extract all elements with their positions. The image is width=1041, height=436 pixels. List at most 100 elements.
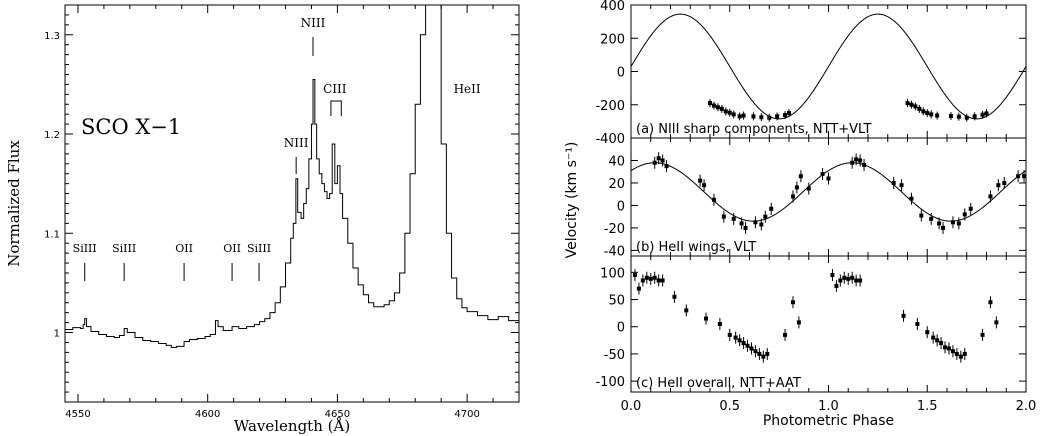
data-point xyxy=(763,214,768,219)
data-point xyxy=(854,157,859,162)
data-point xyxy=(850,275,855,280)
data-point xyxy=(946,346,951,351)
line-id-label: SiIII xyxy=(247,242,271,255)
data-point xyxy=(719,106,724,111)
data-point xyxy=(790,300,795,305)
data-point xyxy=(994,320,999,325)
data-point xyxy=(648,276,653,281)
x-tick-label: 4650 xyxy=(325,409,350,420)
x-tick-label: 4600 xyxy=(195,409,220,420)
data-point xyxy=(741,341,746,346)
data-point xyxy=(737,338,742,343)
line-id-label: NIII xyxy=(301,16,326,30)
data-point xyxy=(929,112,934,117)
line-id-label: SiIII xyxy=(112,242,136,255)
line-id-label: HeII xyxy=(454,82,481,96)
data-point xyxy=(731,216,736,221)
line-id-label: NIII xyxy=(284,136,309,150)
data-point xyxy=(794,185,799,190)
data-point xyxy=(838,278,843,283)
data-point xyxy=(775,114,780,119)
data-point xyxy=(1016,174,1021,179)
x-tick-label: 2.0 xyxy=(1016,399,1037,414)
data-point xyxy=(664,164,669,169)
y-tick-label: 50 xyxy=(608,294,625,309)
data-point xyxy=(962,212,967,217)
data-point xyxy=(644,275,649,280)
data-point xyxy=(964,115,969,120)
model-curve xyxy=(631,13,1026,120)
data-point xyxy=(834,283,839,288)
y-axis-label: Velocity (km s⁻¹) xyxy=(564,142,580,259)
y-tick-label: 0 xyxy=(617,321,625,336)
data-point xyxy=(672,294,677,299)
data-point xyxy=(723,109,728,114)
data-point xyxy=(962,351,967,356)
data-point xyxy=(941,225,946,230)
data-point xyxy=(704,316,709,321)
data-point xyxy=(652,160,657,165)
model-curve xyxy=(631,162,1026,222)
data-point xyxy=(660,278,665,283)
data-point xyxy=(858,158,863,163)
data-point xyxy=(901,313,906,318)
x-axis-label: Photometric Phase xyxy=(763,413,894,429)
ciii-bracket xyxy=(330,100,342,116)
data-point xyxy=(783,113,788,118)
y-tick-label: 1.3 xyxy=(44,31,60,42)
y-tick-label: 200 xyxy=(600,32,625,47)
data-point xyxy=(656,156,661,161)
line-id-label: CIII xyxy=(323,82,347,96)
y-tick-label: -20 xyxy=(604,222,625,237)
data-point xyxy=(899,183,904,188)
data-point xyxy=(727,332,732,337)
data-point xyxy=(656,278,661,283)
panel-frame xyxy=(630,255,1027,393)
data-point xyxy=(751,114,756,119)
y-tick-label: 1.2 xyxy=(44,130,60,141)
data-point xyxy=(698,178,703,183)
data-point xyxy=(909,102,914,107)
data-point xyxy=(958,354,963,359)
data-point xyxy=(925,330,930,335)
y-axis-label: Normalized Flux xyxy=(5,140,23,267)
x-tick-label: 0.0 xyxy=(621,399,642,414)
panel-label: (a) NIII sharp components, NTT+VLT xyxy=(636,122,872,137)
data-point xyxy=(939,341,944,346)
data-point xyxy=(984,111,989,116)
data-point xyxy=(761,354,766,359)
x-axis-label: Wavelength (Å) xyxy=(234,417,350,435)
data-point xyxy=(972,114,977,119)
data-point xyxy=(741,113,746,118)
data-point xyxy=(753,220,758,225)
data-point xyxy=(905,101,910,106)
data-point xyxy=(929,216,934,221)
data-point xyxy=(640,278,645,283)
data-point xyxy=(721,214,726,219)
data-point xyxy=(913,104,918,109)
data-point xyxy=(739,221,744,226)
y-tick-label: 1 xyxy=(54,329,60,340)
data-point xyxy=(909,196,914,201)
y-tick-label: 0 xyxy=(617,199,625,214)
data-point xyxy=(708,101,712,106)
data-point xyxy=(636,286,641,291)
panel-label: (b) HeII wings, VLT xyxy=(636,240,756,255)
data-point xyxy=(931,335,936,340)
data-point xyxy=(915,322,920,326)
data-point xyxy=(733,335,738,340)
y-tick-label: 100 xyxy=(600,266,625,281)
panel-label: (c) HeII overall, NTT+AAT xyxy=(636,376,801,391)
data-point xyxy=(652,275,657,280)
data-point xyxy=(950,220,955,225)
x-tick-label: 0.5 xyxy=(719,399,740,414)
data-point xyxy=(796,320,801,325)
data-point xyxy=(711,103,716,108)
data-point xyxy=(798,174,803,179)
data-point xyxy=(826,176,831,181)
data-point xyxy=(660,158,665,163)
data-point xyxy=(996,183,1001,188)
data-point xyxy=(749,346,754,351)
